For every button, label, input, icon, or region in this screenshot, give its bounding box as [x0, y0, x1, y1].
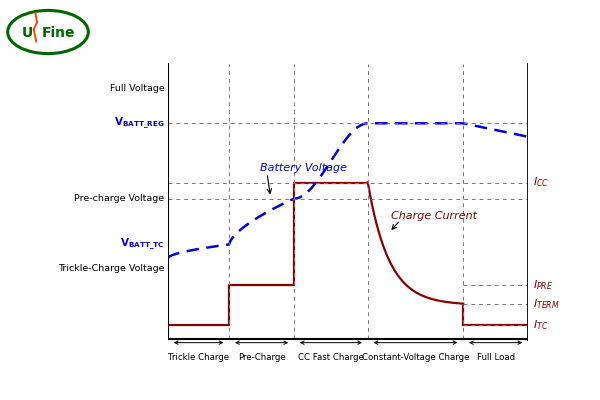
Text: Charge Current: Charge Current	[391, 211, 477, 221]
Text: Trickle Charge: Trickle Charge	[168, 354, 229, 362]
Text: $I_{CC}$: $I_{CC}$	[533, 176, 550, 190]
Text: Fine: Fine	[41, 26, 75, 40]
Text: $\mathbf{V_{BATT\_TC}}$: $\mathbf{V_{BATT\_TC}}$	[120, 237, 164, 252]
Text: Battery Voltage: Battery Voltage	[260, 163, 347, 173]
Text: $I_{TC}$: $I_{TC}$	[533, 318, 549, 332]
Text: $I_{TERM}$: $I_{TERM}$	[533, 297, 560, 310]
Text: Constant-Voltage Charge: Constant-Voltage Charge	[362, 354, 469, 362]
Text: $\mathbf{V_{BATT\_REG}}$: $\mathbf{V_{BATT\_REG}}$	[113, 116, 164, 131]
Text: Trickle-Charge Voltage: Trickle-Charge Voltage	[58, 264, 164, 273]
Text: $I_{PRE}$: $I_{PRE}$	[533, 278, 554, 292]
Text: U: U	[22, 26, 32, 40]
Text: Pre-Charge: Pre-Charge	[238, 354, 286, 362]
Text: CC Fast Charge: CC Fast Charge	[298, 354, 364, 362]
Text: Pre-charge Voltage: Pre-charge Voltage	[74, 194, 164, 203]
Text: Full Load: Full Load	[476, 354, 515, 362]
Text: Full Voltage: Full Voltage	[110, 84, 164, 93]
